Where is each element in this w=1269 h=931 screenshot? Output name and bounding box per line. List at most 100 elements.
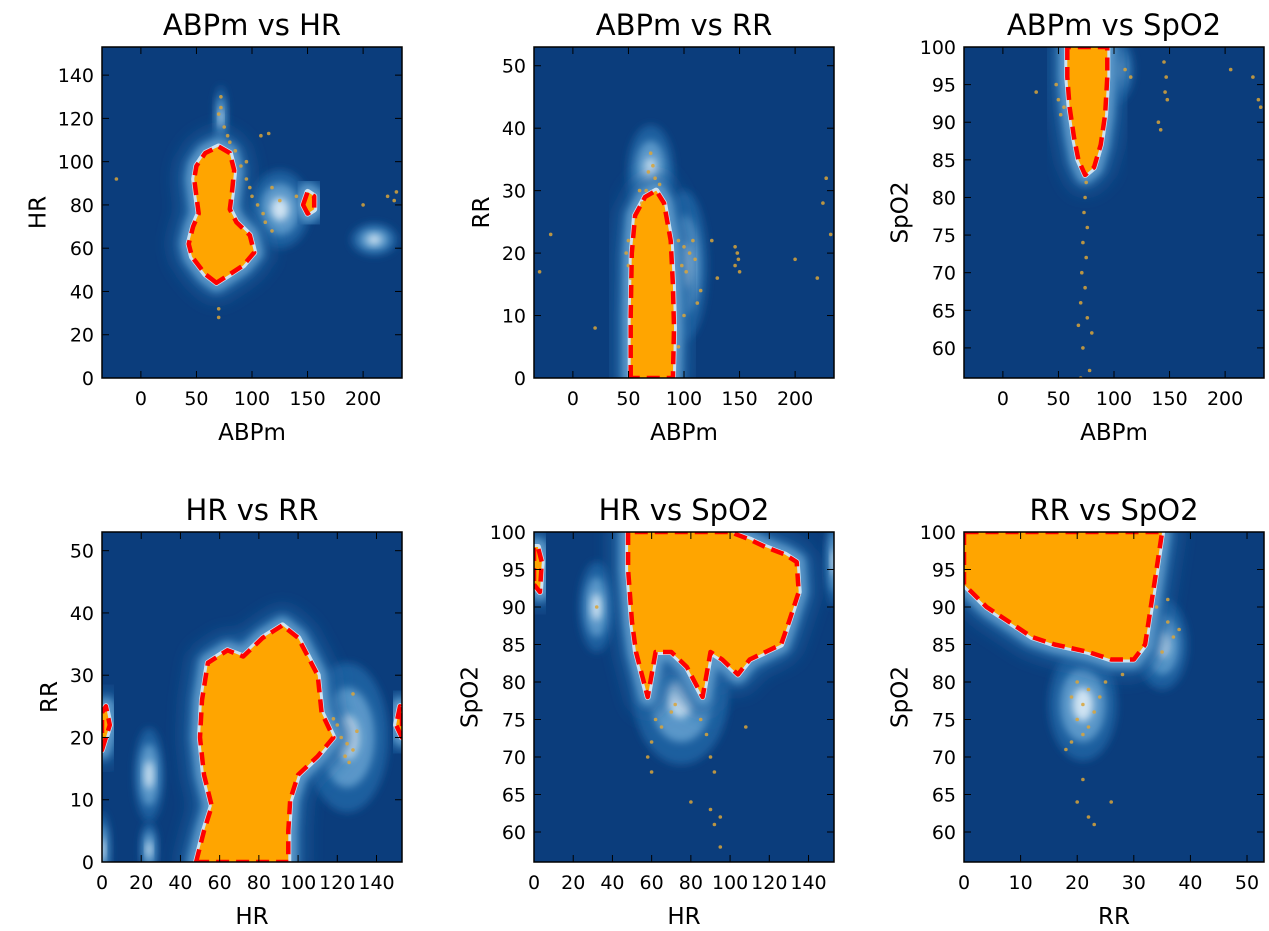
y-tick-label: 60 <box>70 238 94 260</box>
data-point <box>651 163 655 168</box>
contour-line <box>964 532 1165 662</box>
y-tick-label: 70 <box>932 747 956 769</box>
chart-title: ABPm vs HR <box>163 8 341 42</box>
data-point <box>653 717 658 722</box>
x-tick-label: 60 <box>640 872 664 894</box>
data-point <box>644 188 648 193</box>
x-tick-label: 20 <box>129 872 153 894</box>
data-point <box>718 845 723 849</box>
data-point <box>624 251 628 255</box>
data-point <box>691 238 695 243</box>
x-tick-label: 50 <box>184 388 208 410</box>
x-tick-label: 0 <box>567 388 579 410</box>
x-tick-label: 140 <box>790 872 826 894</box>
data-point <box>1171 635 1176 639</box>
data-point <box>1085 316 1090 320</box>
x-tick-label: 200 <box>345 388 381 410</box>
chart-title: RR vs SpO2 <box>1029 493 1198 527</box>
data-point <box>1092 822 1096 827</box>
data-point <box>216 315 221 320</box>
data-point <box>1258 105 1263 109</box>
data-point <box>114 177 119 181</box>
subplot-3: 0 50 100 150 200 60 65 70 75 80 85 90 95 100 ABPm vs S… <box>888 8 1265 446</box>
x-tick-label: 100 <box>234 388 270 410</box>
y-tick-label: 65 <box>502 785 526 807</box>
data-point <box>626 238 631 243</box>
y-axis-label: SpO2 <box>888 182 914 244</box>
data-point <box>263 220 268 224</box>
x-tick-label: 50 <box>616 388 640 410</box>
contour-line <box>102 704 113 753</box>
y-tick-label: 90 <box>502 597 526 619</box>
x-tick-label: 150 <box>721 388 757 410</box>
data-point <box>233 149 238 153</box>
data-point <box>351 692 355 696</box>
data-point <box>1058 112 1063 117</box>
high-density-region <box>630 190 674 378</box>
plot-area <box>1034 47 1263 378</box>
x-tick-label: 100 <box>712 872 748 894</box>
data-point <box>682 313 686 318</box>
y-tick-label: 85 <box>932 150 956 172</box>
data-point <box>1165 97 1170 102</box>
x-tick-label: 50 <box>1235 872 1259 894</box>
data-point <box>821 201 825 205</box>
data-point <box>824 176 828 180</box>
data-point <box>361 203 365 207</box>
data-point <box>1081 346 1085 350</box>
data-point <box>1120 672 1125 677</box>
density-halo <box>367 234 382 245</box>
y-tick-label: 40 <box>70 281 94 303</box>
x-tick-label: 100 <box>1096 388 1132 410</box>
y-axis-label: RR <box>37 681 63 713</box>
x-tick-label: 200 <box>1207 388 1243 410</box>
x-tick-label: 140 <box>358 872 394 894</box>
x-tick-label: 150 <box>1151 388 1187 410</box>
plot-area <box>534 532 834 849</box>
x-tick-label: 0 <box>528 872 540 894</box>
axes-frame <box>101 531 403 863</box>
contour-line <box>625 532 801 700</box>
x-tick-label: 40 <box>168 872 192 894</box>
data-point <box>294 194 299 199</box>
plot-area <box>114 85 399 320</box>
subplot-1: 0 50 100 150 200 0 20 40 60 80 100 120 140 ABPm vs HR… <box>26 8 403 446</box>
data-point <box>1166 597 1170 602</box>
contour-line <box>393 704 402 740</box>
y-tick-label: 30 <box>70 665 94 687</box>
data-point <box>1109 800 1113 804</box>
x-tick-label: 20 <box>561 872 585 894</box>
data-point <box>1098 695 1102 699</box>
data-point <box>673 702 677 707</box>
data-point <box>1256 97 1261 102</box>
x-tick-label: 200 <box>777 388 813 410</box>
y-tick-label: 80 <box>70 195 94 217</box>
x-tick-label: 0 <box>135 388 147 410</box>
data-point <box>1103 680 1108 684</box>
data-point <box>270 185 274 190</box>
data-point <box>1081 240 1085 245</box>
data-point <box>1081 702 1085 707</box>
x-tick-label: 10 <box>1009 872 1033 894</box>
y-tick-label: 75 <box>502 710 526 732</box>
y-tick-label: 20 <box>70 325 94 347</box>
data-point <box>682 245 686 249</box>
data-point <box>645 755 650 759</box>
high-density-region <box>1067 47 1108 175</box>
data-point <box>1076 323 1081 328</box>
data-point <box>259 133 263 138</box>
data-point <box>261 211 265 216</box>
y-tick-label: 20 <box>502 243 526 265</box>
data-point <box>698 717 703 722</box>
data-point <box>737 270 742 274</box>
y-tick-label: 40 <box>70 603 94 625</box>
data-point <box>704 732 709 737</box>
y-tick-label: 100 <box>58 152 94 174</box>
data-point <box>1228 67 1233 72</box>
data-point <box>1069 740 1074 744</box>
y-axis-label: SpO2 <box>888 666 914 728</box>
data-point <box>1083 285 1087 290</box>
data-point <box>266 131 271 136</box>
data-point <box>1154 605 1159 609</box>
x-tick-label: 0 <box>958 872 970 894</box>
